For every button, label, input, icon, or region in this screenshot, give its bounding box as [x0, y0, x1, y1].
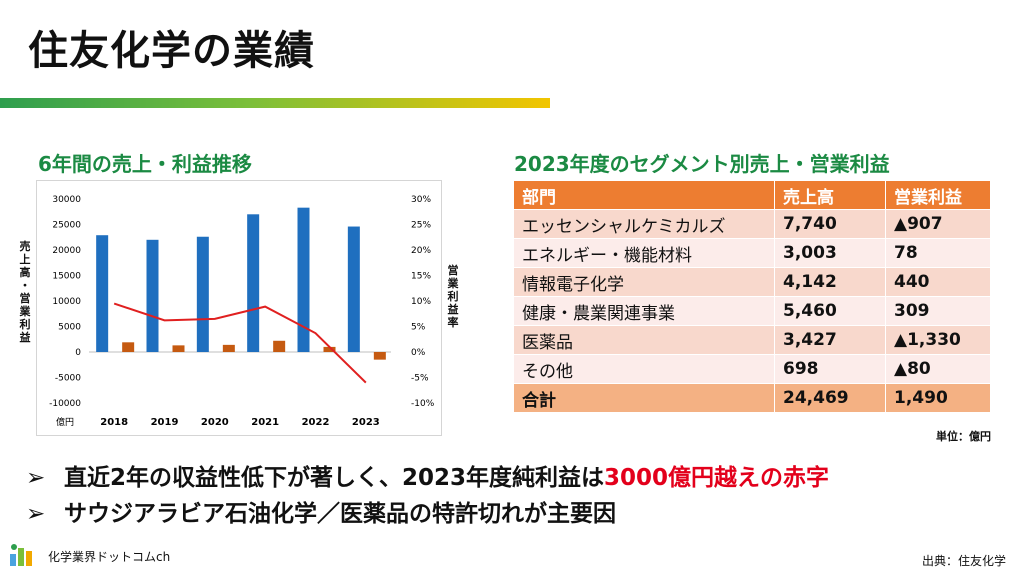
y2-tick-label: 10% — [411, 297, 431, 307]
operating-profit-bar — [172, 345, 185, 352]
table-row: エッセンシャルケミカルズ 7,740 ▲907 — [513, 209, 991, 239]
accent-bar — [0, 98, 550, 108]
y-tick-label: 20000 — [52, 246, 81, 256]
y-axis-label: 売 上 高 ・ 営 業 利 益 — [19, 240, 31, 344]
sales-cell: 698 — [774, 354, 886, 384]
bullet-item: ➢ 直近2年の収益性低下が著しく、2023年度純利益は3000億円越えの赤字 — [26, 458, 829, 492]
division-cell: その他 — [513, 354, 775, 384]
footer-source: 出典：住友化学 — [922, 554, 1007, 568]
operating-profit-bar — [273, 340, 286, 352]
y-tick-label: 0 — [75, 348, 81, 358]
y-tick-label: 30000 — [52, 195, 81, 205]
profit-cell: 78 — [885, 238, 991, 268]
operating-profit-bar — [222, 344, 235, 352]
arrow-bullet-icon: ➢ — [26, 465, 46, 491]
table-header-row: 部門 売上高 営業利益 — [513, 180, 991, 210]
sales-cell: 5,460 — [774, 296, 886, 326]
y2-tick-label: 25% — [411, 221, 431, 231]
sales-bar — [347, 226, 360, 352]
x-unit-label: 億円 — [56, 416, 74, 428]
profit-cell: 440 — [885, 267, 991, 297]
y-tick-label: 25000 — [52, 221, 81, 231]
bullet-text: 直近2年の収益性低下が著しく、2023年度純利益は — [64, 465, 605, 491]
y-tick-label: -10000 — [49, 399, 81, 409]
x-tick-label: 2023 — [352, 417, 380, 428]
division-cell: 健康・農業関連事業 — [513, 296, 775, 326]
y2-tick-label: 30% — [411, 195, 431, 205]
x-tick-label: 2020 — [201, 417, 229, 428]
y2-tick-label: 0% — [411, 348, 426, 358]
table-row: 医薬品 3,427 ▲1,330 — [513, 325, 991, 355]
division-cell: エネルギー・機能材料 — [513, 238, 775, 268]
table-total-row: 合計 24,469 1,490 — [513, 383, 991, 413]
sales-bar — [247, 214, 260, 352]
x-tick-label: 2018 — [100, 417, 128, 428]
y2-tick-label: 15% — [411, 272, 431, 282]
operating-profit-bar — [373, 352, 386, 360]
header-sales: 売上高 — [774, 180, 886, 210]
chart-svg: 30000 25000 20000 15000 10000 5000 0 -5000 -1000… — [49, 195, 435, 428]
header-division: 部門 — [513, 180, 775, 210]
sales-bar — [146, 239, 159, 352]
profit-cell: ▲907 — [885, 209, 991, 239]
footer-brand: 化学業界ドットコムch — [48, 550, 171, 564]
x-tick-label: 2019 — [151, 417, 179, 428]
table-row: 健康・農業関連事業 5,460 309 — [513, 296, 991, 326]
profit-cell: ▲80 — [885, 354, 991, 384]
y-tick-label: 15000 — [52, 272, 81, 282]
y-tick-label: 5000 — [58, 323, 81, 333]
profit-cell: ▲1,330 — [885, 325, 991, 355]
y-tick-label: -5000 — [55, 374, 81, 384]
bullet-highlight: 3000億円越えの赤字 — [604, 465, 830, 491]
chart-section-title: 6年間の売上・利益推移 — [38, 152, 252, 176]
brand-logo-icon — [10, 544, 32, 566]
sales-cell: 4,142 — [774, 267, 886, 297]
revenue-profit-chart: 30000 25000 20000 15000 10000 5000 0 -5000 -1000… — [36, 180, 442, 436]
operating-profit-bar — [122, 342, 135, 352]
table-row: その他 698 ▲80 — [513, 354, 991, 384]
table-section-title: 2023年度のセグメント別売上・営業利益 — [514, 152, 890, 176]
y2-tick-label: -5% — [411, 374, 429, 384]
y2-tick-label: 5% — [411, 323, 426, 333]
sales-bar — [297, 207, 310, 352]
operating-margin-line — [113, 302, 367, 384]
sales-bar — [96, 235, 109, 352]
header-operating-profit: 営業利益 — [885, 180, 991, 210]
sales-cell: 3,003 — [774, 238, 886, 268]
x-tick-label: 2022 — [302, 417, 330, 428]
y2-axis-label: 営 業 利 益 率 — [447, 264, 459, 329]
sales-cell: 7,740 — [774, 209, 886, 239]
bullet-text: サウジアラビア石油化学／医薬品の特許切れが主要因 — [64, 501, 616, 527]
profit-cell: 309 — [885, 296, 991, 326]
table-row: エネルギー・機能材料 3,003 78 — [513, 238, 991, 268]
table-row: 情報電子化学 4,142 440 — [513, 267, 991, 297]
operating-profit-bar — [323, 346, 336, 352]
sales-cell: 3,427 — [774, 325, 886, 355]
y-tick-label: 10000 — [52, 297, 81, 307]
y2-tick-label: 20% — [411, 246, 431, 256]
segment-table: 部門 売上高 営業利益 エッセンシャルケミカルズ 7,740 ▲907 エネルギ… — [513, 180, 991, 413]
total-sales-cell: 24,469 — [774, 383, 886, 413]
division-cell: エッセンシャルケミカルズ — [513, 209, 775, 239]
y2-tick-label: -10% — [411, 399, 435, 409]
division-cell: 医薬品 — [513, 325, 775, 355]
sales-bar — [196, 236, 209, 352]
division-cell: 情報電子化学 — [513, 267, 775, 297]
unit-note: 単位：億円 — [936, 430, 991, 443]
arrow-bullet-icon: ➢ — [26, 501, 46, 527]
bullet-item: ➢ サウジアラビア石油化学／医薬品の特許切れが主要因 — [26, 494, 616, 528]
total-profit-cell: 1,490 — [885, 383, 991, 413]
page-title: 住友化学の業績 — [28, 28, 315, 74]
total-label-cell: 合計 — [513, 383, 775, 413]
x-tick-label: 2021 — [251, 417, 279, 428]
